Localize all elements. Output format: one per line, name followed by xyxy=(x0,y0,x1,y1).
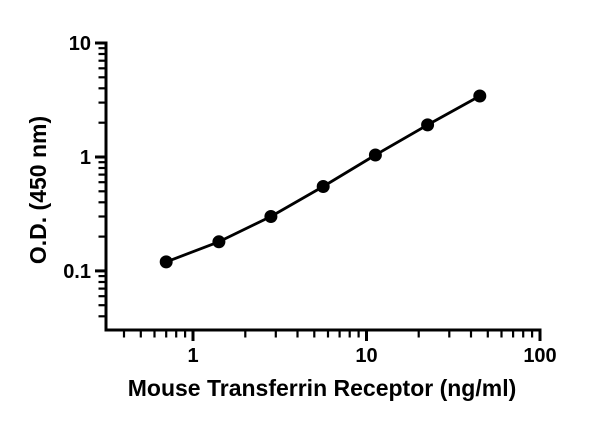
data-point xyxy=(159,255,173,269)
chart-series xyxy=(159,89,487,269)
x-tick-label: 100 xyxy=(523,345,556,367)
y-tick-label: 1 xyxy=(80,147,91,169)
axis-spine xyxy=(104,41,542,332)
chart-axes: 1 10 100 10 1 0.1 xyxy=(63,33,557,367)
data-point xyxy=(264,210,278,223)
y-tick-label: 10 xyxy=(69,33,91,55)
x-tick-label: 1 xyxy=(187,345,198,367)
y-axis-title: O.D. (450 nm) xyxy=(25,116,51,264)
data-point xyxy=(316,180,330,193)
data-point xyxy=(368,148,382,162)
y-tick-label: 0.1 xyxy=(63,261,91,283)
data-point xyxy=(421,118,435,132)
data-point xyxy=(473,89,487,103)
curve-line xyxy=(165,94,481,264)
x-axis-title: Mouse Transferrin Receptor (ng/ml) xyxy=(128,375,517,401)
data-point xyxy=(212,235,226,249)
x-tick-label: 10 xyxy=(355,345,377,367)
